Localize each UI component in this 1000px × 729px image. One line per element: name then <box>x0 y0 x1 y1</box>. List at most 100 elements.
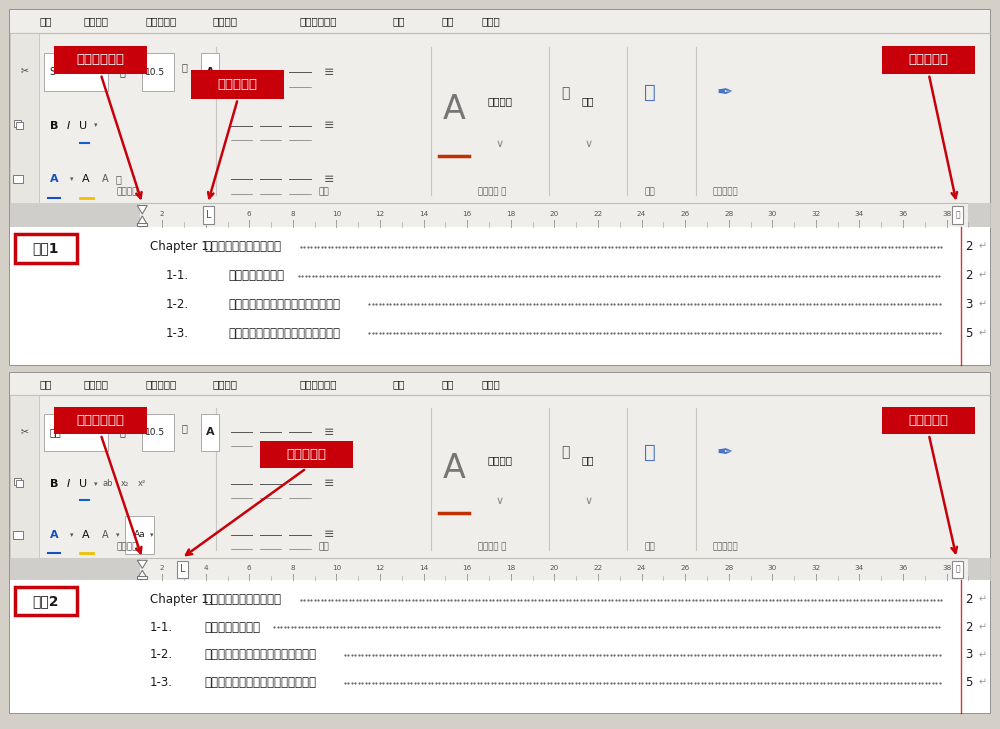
Bar <box>44 52 108 92</box>
Bar <box>10 33 990 203</box>
Text: ▾: ▾ <box>70 176 73 182</box>
Text: ↵: ↵ <box>978 328 986 338</box>
Text: U: U <box>79 120 88 130</box>
Text: ▾: ▾ <box>94 122 97 128</box>
Text: 表示: 表示 <box>441 17 454 26</box>
Bar <box>137 577 147 580</box>
Text: 12: 12 <box>375 565 385 572</box>
Text: 32: 32 <box>811 211 821 217</box>
Bar <box>10 33 39 203</box>
Text: 挿入: 挿入 <box>39 17 52 26</box>
Text: レイアウト: レイアウト <box>145 379 176 389</box>
Bar <box>16 480 23 487</box>
Text: 5: 5 <box>966 327 973 340</box>
Text: S: S <box>49 67 55 77</box>
Bar <box>10 10 990 33</box>
Text: 🎤: 🎤 <box>644 83 656 102</box>
Text: x₂: x₂ <box>121 479 129 488</box>
Text: ↵: ↵ <box>978 678 986 687</box>
Text: 14: 14 <box>419 565 428 572</box>
Bar <box>201 52 219 92</box>
Text: ↵: ↵ <box>978 300 986 309</box>
Text: 8: 8 <box>291 211 295 217</box>
Text: ア: ア <box>182 423 187 433</box>
Bar <box>10 580 990 713</box>
Text: 12: 12 <box>375 211 385 217</box>
Text: I: I <box>67 479 70 488</box>
Text: 左揃えタブ: 左揃えタブ <box>218 78 258 91</box>
Text: ≡: ≡ <box>323 119 334 132</box>
Text: 左インデント: 左インデント <box>77 414 125 427</box>
Text: ▾: ▾ <box>150 532 154 538</box>
Text: ✒: ✒ <box>717 443 734 461</box>
Text: A: A <box>443 452 465 485</box>
Text: 1-2.: 1-2. <box>166 298 189 311</box>
Text: 10: 10 <box>332 565 341 572</box>
Text: 3: 3 <box>966 649 973 661</box>
Text: 2: 2 <box>966 241 973 253</box>
Text: 挿入: 挿入 <box>39 379 52 389</box>
Text: A: A <box>102 174 108 184</box>
Text: 状況に合った防災計画を立てるには: 状況に合った防災計画を立てるには <box>204 676 316 689</box>
Bar <box>952 206 963 225</box>
Text: 2: 2 <box>160 565 164 572</box>
Text: 凸: 凸 <box>955 565 960 574</box>
Text: 本: 本 <box>120 67 126 77</box>
Text: ↵: ↵ <box>978 242 986 252</box>
Text: ↵: ↵ <box>978 595 986 605</box>
Text: 防災の基礎知識と心構え: 防災の基礎知識と心構え <box>204 593 281 607</box>
Text: 24: 24 <box>637 565 646 572</box>
Text: ↵: ↵ <box>978 270 986 281</box>
Text: 16: 16 <box>463 211 472 217</box>
Bar <box>142 52 174 92</box>
Text: 校閲: 校閲 <box>392 17 405 26</box>
Bar <box>203 206 214 225</box>
Bar <box>14 120 21 127</box>
Text: A: A <box>206 67 214 77</box>
Text: ✂: ✂ <box>21 66 29 76</box>
Text: 16: 16 <box>463 565 472 572</box>
FancyBboxPatch shape <box>882 45 975 74</box>
Text: 字: 字 <box>116 174 122 184</box>
Bar <box>13 531 23 539</box>
Text: A: A <box>50 174 58 184</box>
Bar <box>10 203 140 227</box>
Text: 災害に備えてやるべきことはコレだ: 災害に備えてやるべきことはコレだ <box>204 649 316 661</box>
Text: 4: 4 <box>203 565 208 572</box>
Text: 32: 32 <box>811 565 821 572</box>
Text: A: A <box>50 530 58 540</box>
Bar <box>125 516 154 553</box>
Text: デザイン: デザイン <box>84 379 108 389</box>
Text: ヘルプ: ヘルプ <box>481 379 500 389</box>
Text: x²: x² <box>138 479 146 488</box>
FancyBboxPatch shape <box>54 407 147 434</box>
Text: ▾: ▾ <box>94 480 97 487</box>
Bar <box>14 478 21 485</box>
Text: 30: 30 <box>768 565 777 572</box>
Bar <box>10 395 39 558</box>
FancyBboxPatch shape <box>191 71 284 98</box>
Text: 左インデント: 左インデント <box>77 53 125 66</box>
Text: ≡: ≡ <box>323 426 334 439</box>
Text: 34: 34 <box>855 565 864 572</box>
Text: 38: 38 <box>942 565 951 572</box>
Text: 38: 38 <box>942 211 951 217</box>
Text: 游明: 游明 <box>49 427 61 437</box>
Text: 10.5: 10.5 <box>145 68 165 77</box>
Text: 音声: 音声 <box>645 543 655 552</box>
Text: 防災って何だろう: 防災って何だろう <box>229 269 285 282</box>
Text: 1-2.: 1-2. <box>150 649 173 661</box>
Text: 26: 26 <box>681 211 690 217</box>
Bar <box>13 175 23 183</box>
Text: 🔍: 🔍 <box>561 86 570 100</box>
Text: 14: 14 <box>419 211 428 217</box>
Text: L: L <box>206 210 211 220</box>
Text: 校閲: 校閲 <box>392 379 405 389</box>
Text: L: L <box>180 564 185 574</box>
Bar <box>10 373 990 395</box>
Text: A: A <box>82 174 89 184</box>
Text: 22: 22 <box>593 211 603 217</box>
Text: 防災の基礎知識と心構え: 防災の基礎知識と心構え <box>204 241 281 253</box>
Text: エディター: エディター <box>713 187 738 197</box>
Text: ヘルプ: ヘルプ <box>481 17 500 26</box>
